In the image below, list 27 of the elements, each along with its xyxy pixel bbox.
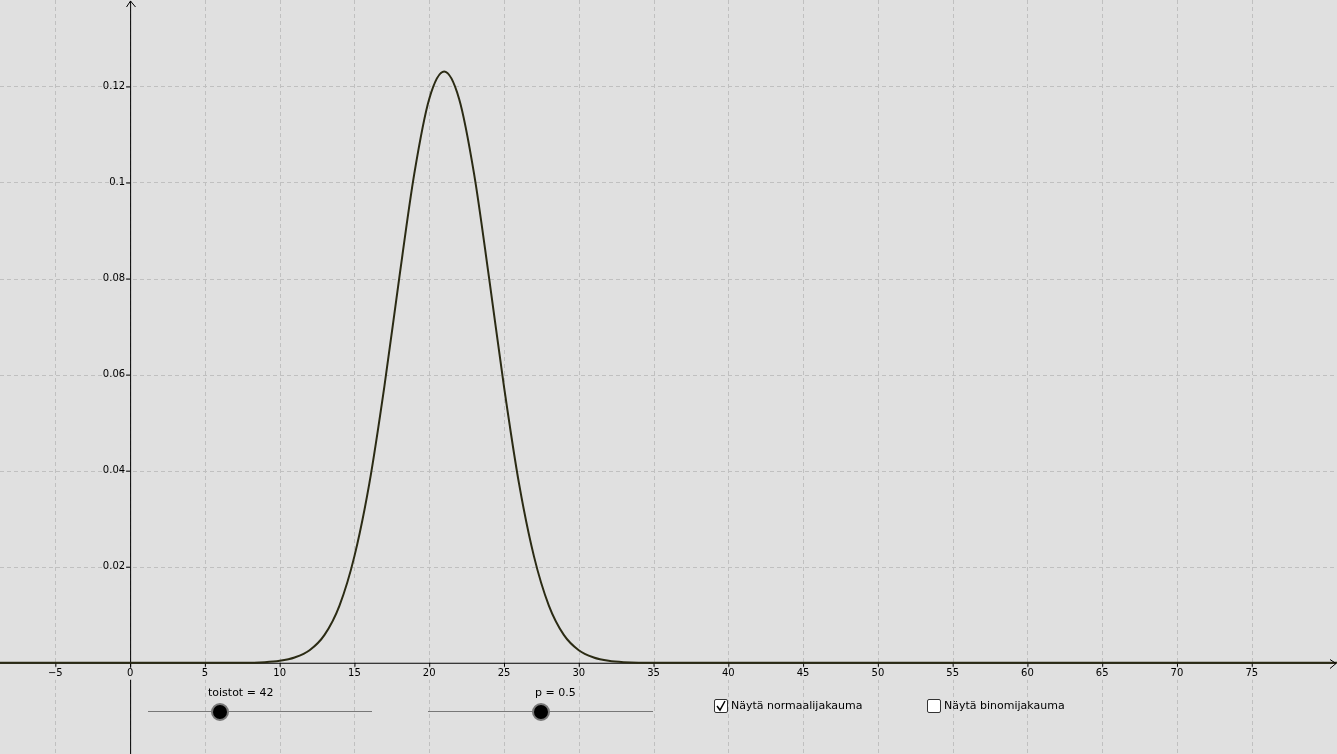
y-tick-label: 0.1 <box>109 176 126 188</box>
y-tick-label: 0.04 <box>102 464 126 476</box>
x-tick-label: 0 <box>126 667 134 679</box>
y-tick-label: 0.12 <box>102 80 126 92</box>
x-tick-label: −5 <box>47 667 63 679</box>
x-tick-label: 45 <box>796 667 810 679</box>
x-tick-label: 20 <box>422 667 436 679</box>
x-tick-label: 15 <box>348 667 361 679</box>
annotation: toistot = 42 <box>208 686 274 699</box>
x-tick-label: 60 <box>1021 667 1034 679</box>
x-tick-label: 55 <box>946 667 960 679</box>
x-tick-label: 25 <box>497 667 511 679</box>
y-tick-label: 0.06 <box>102 368 126 380</box>
annotation: Näytä normaalijakauma <box>731 699 863 712</box>
annotation: p = 0.5 <box>535 686 576 699</box>
x-tick-label: 40 <box>721 667 735 679</box>
x-tick-label: 70 <box>1170 667 1184 679</box>
x-tick-label: 65 <box>1095 667 1109 679</box>
x-tick-label: 10 <box>273 667 287 679</box>
x-tick-label: 75 <box>1245 667 1259 679</box>
x-tick-label: 30 <box>572 667 586 679</box>
x-tick-label: 5 <box>201 667 209 679</box>
y-tick-label: 0.02 <box>102 560 126 572</box>
x-tick-label: 50 <box>871 667 885 679</box>
y-tick-label: 0.08 <box>102 272 126 284</box>
annotation: Näytä binomijakauma <box>944 699 1065 712</box>
x-tick-label: 35 <box>647 667 660 679</box>
